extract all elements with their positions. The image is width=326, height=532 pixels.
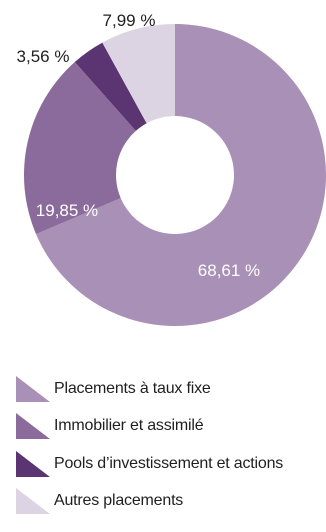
chart-legend: Placements à taux fixe Immobilier et assi… — [16, 370, 326, 520]
data-label-other: 7,99 % — [103, 11, 156, 30]
legend-label-real-estate: Immobilier et assimilé — [54, 417, 204, 435]
legend-swatch-investment-pools — [16, 450, 50, 477]
legend-item-investment-pools: Pools d’investissement et actions — [16, 445, 326, 483]
data-label-fixed-rate: 68,61 % — [198, 261, 260, 280]
legend-label-fixed-rate: Placements à taux fixe — [54, 379, 211, 397]
legend-swatch-shape — [16, 450, 50, 477]
legend-item-fixed-rate: Placements à taux fixe — [16, 370, 326, 408]
legend-item-other: Autres placements — [16, 483, 326, 521]
data-label-real-estate: 19,85 % — [36, 201, 98, 220]
legend-swatch-shape — [16, 488, 50, 515]
legend-label-investment-pools: Pools d’investissement et actions — [54, 454, 284, 472]
data-label-investment-pools: 3,56 % — [17, 47, 70, 66]
slice-real-estate — [23, 62, 136, 235]
donut-chart: 68,61 % 19,85 % 3,56 % 7,99 % — [17, 11, 326, 326]
legend-swatch-fixed-rate — [16, 375, 50, 402]
legend-swatch-real-estate — [16, 413, 50, 440]
legend-swatch-other — [16, 488, 50, 515]
legend-swatch-shape — [16, 375, 50, 402]
slice-fixed-rate — [36, 24, 326, 326]
legend-item-real-estate: Immobilier et assimilé — [16, 408, 326, 446]
legend-label-other: Autres placements — [54, 492, 184, 510]
slice-other — [102, 24, 175, 124]
slice-investment-pools — [74, 42, 147, 131]
legend-swatch-shape — [16, 413, 50, 440]
